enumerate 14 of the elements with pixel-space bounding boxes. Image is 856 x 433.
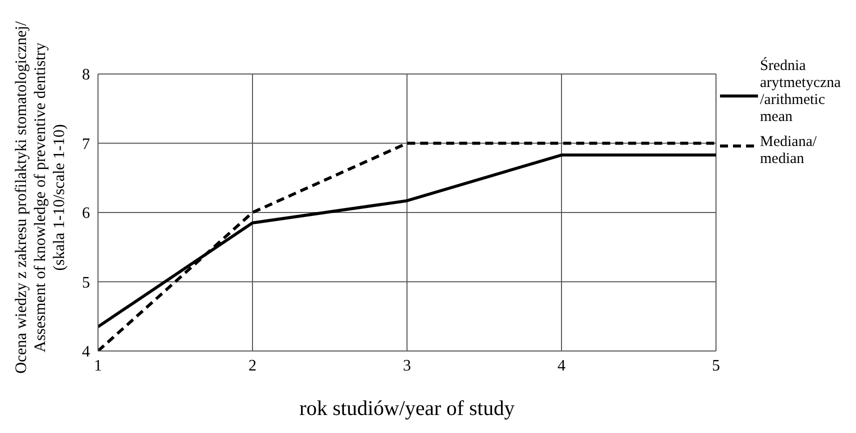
y-tick-label: 7: [82, 136, 90, 153]
x-tick-label: 5: [712, 357, 720, 374]
legend-label: Mediana/ median: [760, 134, 818, 168]
y-tick-label: 4: [82, 344, 90, 361]
y-axis-title: Ocena wiedzy z zakresu profilaktyki stomatologicznej/ Assesment of knowledge of preventive dentistry (skala 1-10/scale 1-10): [13, 20, 68, 374]
y-tick-label: 8: [82, 66, 90, 84]
y-tick-label: 5: [82, 274, 90, 292]
x-tick-label: 3: [403, 357, 411, 374]
x-axis-title: rok studiów/year of study: [299, 396, 516, 420]
y-tick-label: 6: [82, 205, 90, 222]
x-tick-label: 4: [558, 357, 566, 374]
legend-label: Średnia arytmetyczna /arithmetic mean: [760, 58, 842, 126]
x-tick-label: 2: [248, 357, 256, 374]
x-tick-label: 1: [94, 357, 102, 374]
